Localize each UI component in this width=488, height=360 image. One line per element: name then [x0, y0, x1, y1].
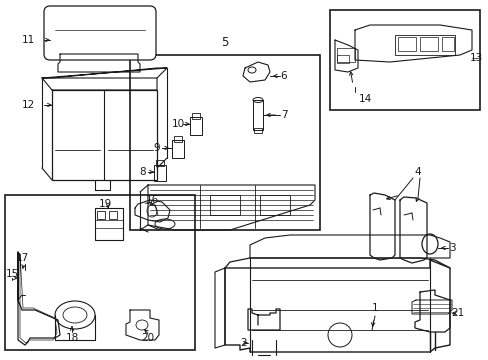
Text: 20: 20 [141, 333, 154, 343]
Bar [52, 90, 157, 180]
Bar [156, 160, 163, 166]
Bar [329, 10, 479, 110]
Bar [394, 35, 454, 55]
Text: 1: 1 [371, 303, 378, 313]
Text: 15: 15 [5, 269, 19, 279]
Bar [154, 165, 165, 181]
Text: 17: 17 [15, 253, 29, 263]
Bar [97, 211, 105, 219]
Text: 9: 9 [153, 143, 160, 153]
Bar [190, 117, 202, 135]
Bar [172, 140, 183, 158]
FancyBboxPatch shape [44, 6, 156, 60]
Bar [253, 128, 262, 133]
Bar [209, 195, 240, 215]
Bar [336, 55, 348, 63]
Bar [260, 195, 289, 215]
Text: 16: 16 [145, 195, 158, 205]
Text: 6: 6 [280, 71, 287, 81]
Bar [397, 37, 415, 51]
Bar [130, 55, 319, 230]
Bar [174, 136, 182, 142]
Text: 13: 13 [469, 53, 482, 63]
Bar [441, 37, 453, 51]
Text: 8: 8 [140, 167, 146, 177]
Bar [5, 195, 195, 350]
Text: 18: 18 [65, 333, 79, 343]
Bar [95, 208, 123, 240]
Text: 2: 2 [240, 338, 247, 348]
Bar [419, 37, 437, 51]
Text: 12: 12 [21, 100, 35, 110]
Bar [252, 100, 263, 130]
Text: 5: 5 [221, 36, 228, 49]
Text: 10: 10 [171, 119, 184, 129]
Bar [192, 113, 200, 119]
Text: 21: 21 [450, 308, 464, 318]
Text: 11: 11 [21, 35, 35, 45]
Text: 3: 3 [448, 243, 454, 253]
Bar [336, 48, 354, 62]
Text: 14: 14 [358, 94, 371, 104]
Text: 7: 7 [280, 110, 287, 120]
Bar [109, 211, 117, 219]
Text: 4: 4 [414, 167, 421, 177]
Text: 19: 19 [98, 199, 111, 209]
